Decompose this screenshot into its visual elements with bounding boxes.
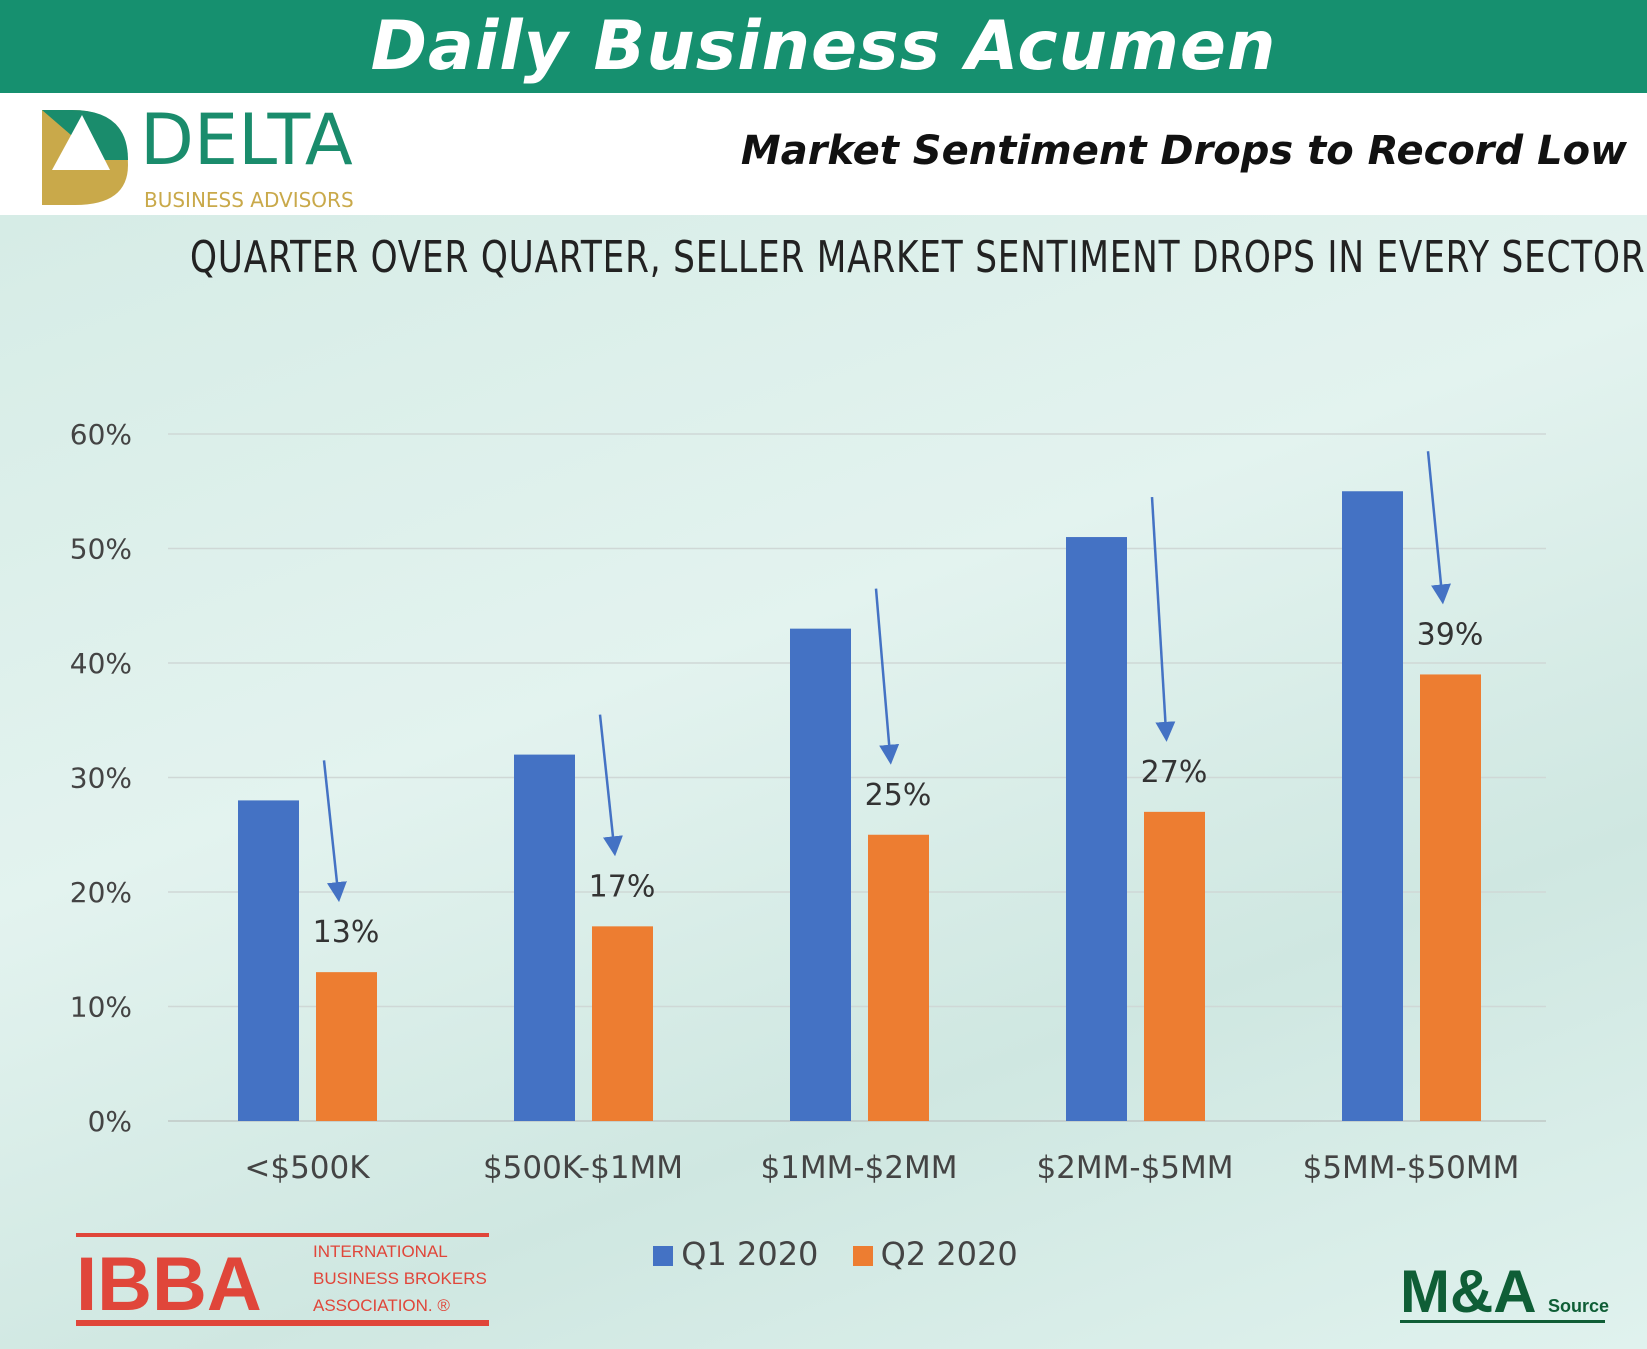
bar-q2 xyxy=(1144,811,1205,1121)
headline: Market Sentiment Drops to Record Low xyxy=(740,128,1627,174)
arrow-annotation xyxy=(1150,496,1176,742)
svg-text:Source: Source xyxy=(1548,1296,1609,1316)
x-tick-label: $1MM-$2MM xyxy=(760,1150,957,1186)
data-label-q2: 27% xyxy=(1141,755,1208,790)
bar-q2 xyxy=(1420,674,1481,1121)
header-title: Daily Business Acumen xyxy=(0,0,1647,93)
y-tick-label: 40% xyxy=(70,647,132,680)
y-tick-label: 30% xyxy=(70,762,132,795)
data-label-q2: 13% xyxy=(313,915,380,950)
bar-q1 xyxy=(1342,491,1403,1121)
data-label-q2: 25% xyxy=(865,778,932,813)
bar-q2 xyxy=(868,834,929,1121)
legend-swatch-q2 xyxy=(852,1246,873,1266)
y-tick-label: 10% xyxy=(70,991,132,1024)
logo-band xyxy=(0,93,1647,215)
bar-q2 xyxy=(592,926,653,1121)
delta-sub: BUSINESS ADVISORS xyxy=(144,188,354,212)
data-label-q2: 39% xyxy=(1417,617,1484,652)
mna-source-logo: M&A Source xyxy=(1400,1258,1609,1325)
svg-text:IBBA: IBBA xyxy=(76,1242,262,1327)
chart-title: QUARTER OVER QUARTER, SELLER MARKET SENT… xyxy=(190,232,1646,283)
y-tick-label: 50% xyxy=(70,533,132,566)
y-tick-label: 20% xyxy=(70,876,132,909)
arrow-annotation xyxy=(1426,451,1451,605)
legend: Q1 2020 Q2 2020 xyxy=(0,1235,1647,1273)
svg-text:M&A: M&A xyxy=(1400,1258,1537,1325)
x-tick-label: $500K-$1MM xyxy=(483,1150,683,1186)
legend-label-q1: Q1 2020 xyxy=(681,1235,819,1273)
bar-q2 xyxy=(316,972,377,1121)
svg-text:ASSOCIATION. ®: ASSOCIATION. ® xyxy=(313,1296,450,1315)
delta-name: DELTA xyxy=(140,99,353,181)
bar-q1 xyxy=(1066,537,1127,1121)
y-tick-label: 60% xyxy=(70,418,132,451)
y-tick-label: 0% xyxy=(88,1105,132,1138)
svg-text:INTERNATIONAL: INTERNATIONAL xyxy=(313,1242,448,1261)
arrow-annotation xyxy=(598,714,623,857)
ibba-logo: IBBA INTERNATIONAL BUSINESS BROKERS ASSO… xyxy=(76,1233,489,1327)
delta-logo: DELTA BUSINESS ADVISORS xyxy=(42,99,354,212)
x-tick-label: <$500K xyxy=(244,1150,370,1186)
x-tick-label: $2MM-$5MM xyxy=(1036,1150,1233,1186)
legend-label-q2: Q2 2020 xyxy=(880,1235,1018,1273)
x-tick-label: $5MM-$50MM xyxy=(1303,1150,1520,1186)
arrow-annotation xyxy=(322,760,347,903)
arrow-annotation xyxy=(874,588,900,765)
svg-text:BUSINESS BROKERS: BUSINESS BROKERS xyxy=(313,1269,487,1288)
data-label-q2: 17% xyxy=(589,869,656,904)
legend-swatch-q1 xyxy=(653,1246,674,1266)
bar-q1 xyxy=(790,628,851,1121)
bar-q1 xyxy=(238,800,299,1121)
bar-q1 xyxy=(514,754,575,1121)
